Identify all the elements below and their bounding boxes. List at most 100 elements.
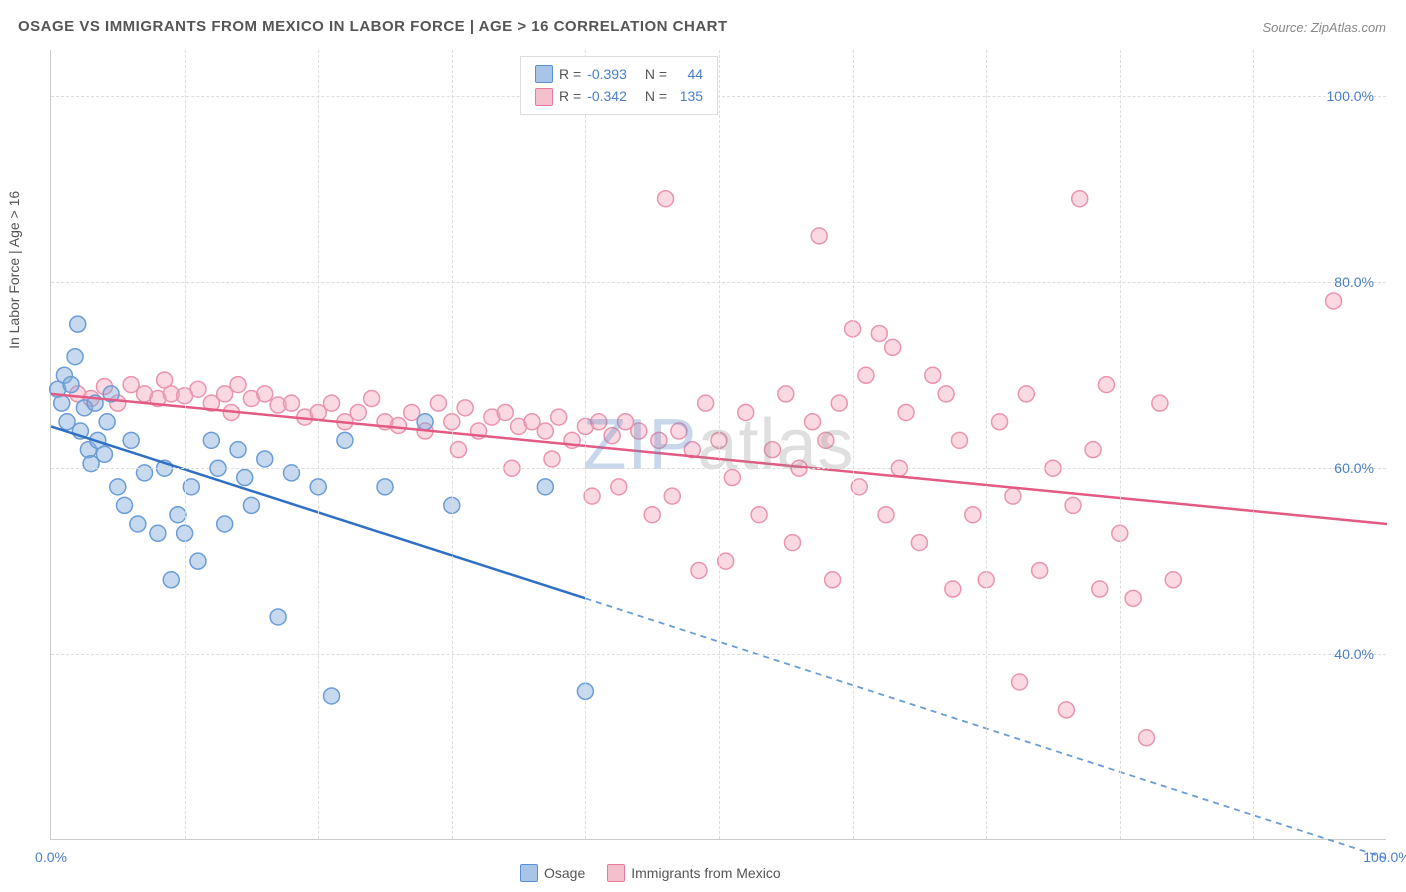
scatter-point-mexico (1012, 674, 1028, 690)
x-tick-label: 100.0% (1363, 849, 1406, 865)
scatter-point-mexico (1139, 730, 1155, 746)
scatter-point-mexico (324, 395, 340, 411)
scatter-point-mexico (1058, 702, 1074, 718)
scatter-point-mexico (885, 339, 901, 355)
scatter-point-mexico (350, 404, 366, 420)
scatter-point-mexico (631, 423, 647, 439)
scatter-point-mexico (1072, 191, 1088, 207)
scatter-point-mexico (878, 507, 894, 523)
scatter-point-osage (377, 479, 393, 495)
scatter-point-mexico (938, 386, 954, 402)
y-tick-label: 40.0% (1334, 646, 1374, 662)
scatter-point-mexico (1065, 497, 1081, 513)
legend-stats: R = -0.393 N = 44R = -0.342 N = 135 (520, 56, 718, 115)
scatter-point-osage (243, 497, 259, 513)
scatter-point-osage (70, 316, 86, 332)
scatter-point-mexico (584, 488, 600, 504)
legend-n-label: N = (645, 85, 667, 107)
scatter-point-mexico (831, 395, 847, 411)
legend-series: OsageImmigrants from Mexico (520, 864, 781, 882)
scatter-point-osage (96, 446, 112, 462)
scatter-point-osage (163, 572, 179, 588)
scatter-point-mexico (898, 404, 914, 420)
scatter-point-mexico (457, 400, 473, 416)
scatter-point-mexico (390, 417, 406, 433)
legend-swatch (535, 65, 553, 83)
scatter-point-mexico (1125, 590, 1141, 606)
scatter-point-mexico (364, 391, 380, 407)
legend-r-value: -0.393 (587, 63, 627, 85)
scatter-point-mexico (1165, 572, 1181, 588)
scatter-point-mexico (778, 386, 794, 402)
scatter-point-mexico (651, 432, 667, 448)
scatter-point-mexico (818, 432, 834, 448)
scatter-point-osage (116, 497, 132, 513)
legend-stat-row: R =-0.393N =44 (535, 63, 703, 85)
legend-r-label: R = (559, 85, 581, 107)
scatter-point-osage (203, 432, 219, 448)
scatter-point-mexico (537, 423, 553, 439)
scatter-point-mexico (718, 553, 734, 569)
scatter-point-mexico (1092, 581, 1108, 597)
chart-title: OSAGE VS IMMIGRANTS FROM MEXICO IN LABOR… (18, 18, 728, 35)
scatter-point-osage (54, 395, 70, 411)
legend-swatch (535, 88, 553, 106)
scatter-point-mexico (283, 395, 299, 411)
scatter-point-osage (270, 609, 286, 625)
scatter-point-mexico (1018, 386, 1034, 402)
y-tick-label: 80.0% (1334, 274, 1374, 290)
scatter-point-mexico (825, 572, 841, 588)
plot-area: ZIPatlas 40.0%60.0%80.0%100.0%0.0%100.0% (50, 50, 1386, 840)
scatter-point-mexico (1098, 377, 1114, 393)
legend-n-value: 44 (673, 63, 703, 85)
legend-series-item: Immigrants from Mexico (607, 864, 780, 882)
scatter-point-mexico (738, 404, 754, 420)
gridline-v (719, 50, 720, 839)
gridline-v (853, 50, 854, 839)
legend-n-value: 135 (673, 85, 703, 107)
legend-r-label: R = (559, 63, 581, 85)
scatter-point-osage (537, 479, 553, 495)
scatter-point-mexico (858, 367, 874, 383)
scatter-point-mexico (811, 228, 827, 244)
scatter-point-mexico (257, 386, 273, 402)
legend-swatch (520, 864, 538, 882)
scatter-point-osage (67, 349, 83, 365)
scatter-point-mexico (911, 535, 927, 551)
scatter-point-mexico (430, 395, 446, 411)
legend-stat-row: R = -0.342 N = 135 (535, 85, 703, 107)
scatter-point-mexico (544, 451, 560, 467)
scatter-point-mexico (190, 381, 206, 397)
scatter-point-osage (190, 553, 206, 569)
scatter-point-osage (257, 451, 273, 467)
legend-r-value: -0.342 (587, 85, 627, 107)
scatter-point-osage (123, 432, 139, 448)
scatter-point-osage (63, 377, 79, 393)
scatter-point-mexico (851, 479, 867, 495)
scatter-point-osage (324, 688, 340, 704)
scatter-point-mexico (992, 414, 1008, 430)
scatter-point-osage (230, 442, 246, 458)
y-tick-label: 60.0% (1334, 460, 1374, 476)
scatter-point-osage (237, 470, 253, 486)
scatter-point-mexico (1032, 562, 1048, 578)
scatter-point-mexico (604, 428, 620, 444)
scatter-point-mexico (951, 432, 967, 448)
scatter-point-osage (150, 525, 166, 541)
scatter-point-osage (130, 516, 146, 532)
gridline-v (1120, 50, 1121, 839)
y-axis-label: In Labor Force | Age > 16 (6, 191, 22, 349)
gridline-v (185, 50, 186, 839)
scatter-point-mexico (551, 409, 567, 425)
scatter-point-mexico (591, 414, 607, 430)
scatter-point-mexico (871, 325, 887, 341)
scatter-point-mexico (671, 423, 687, 439)
scatter-point-osage (110, 479, 126, 495)
scatter-point-osage (183, 479, 199, 495)
gridline-v (452, 50, 453, 839)
scatter-point-mexico (611, 479, 627, 495)
gridline-v (1253, 50, 1254, 839)
gridline-v (318, 50, 319, 839)
scatter-point-osage (337, 432, 353, 448)
scatter-point-mexico (764, 442, 780, 458)
